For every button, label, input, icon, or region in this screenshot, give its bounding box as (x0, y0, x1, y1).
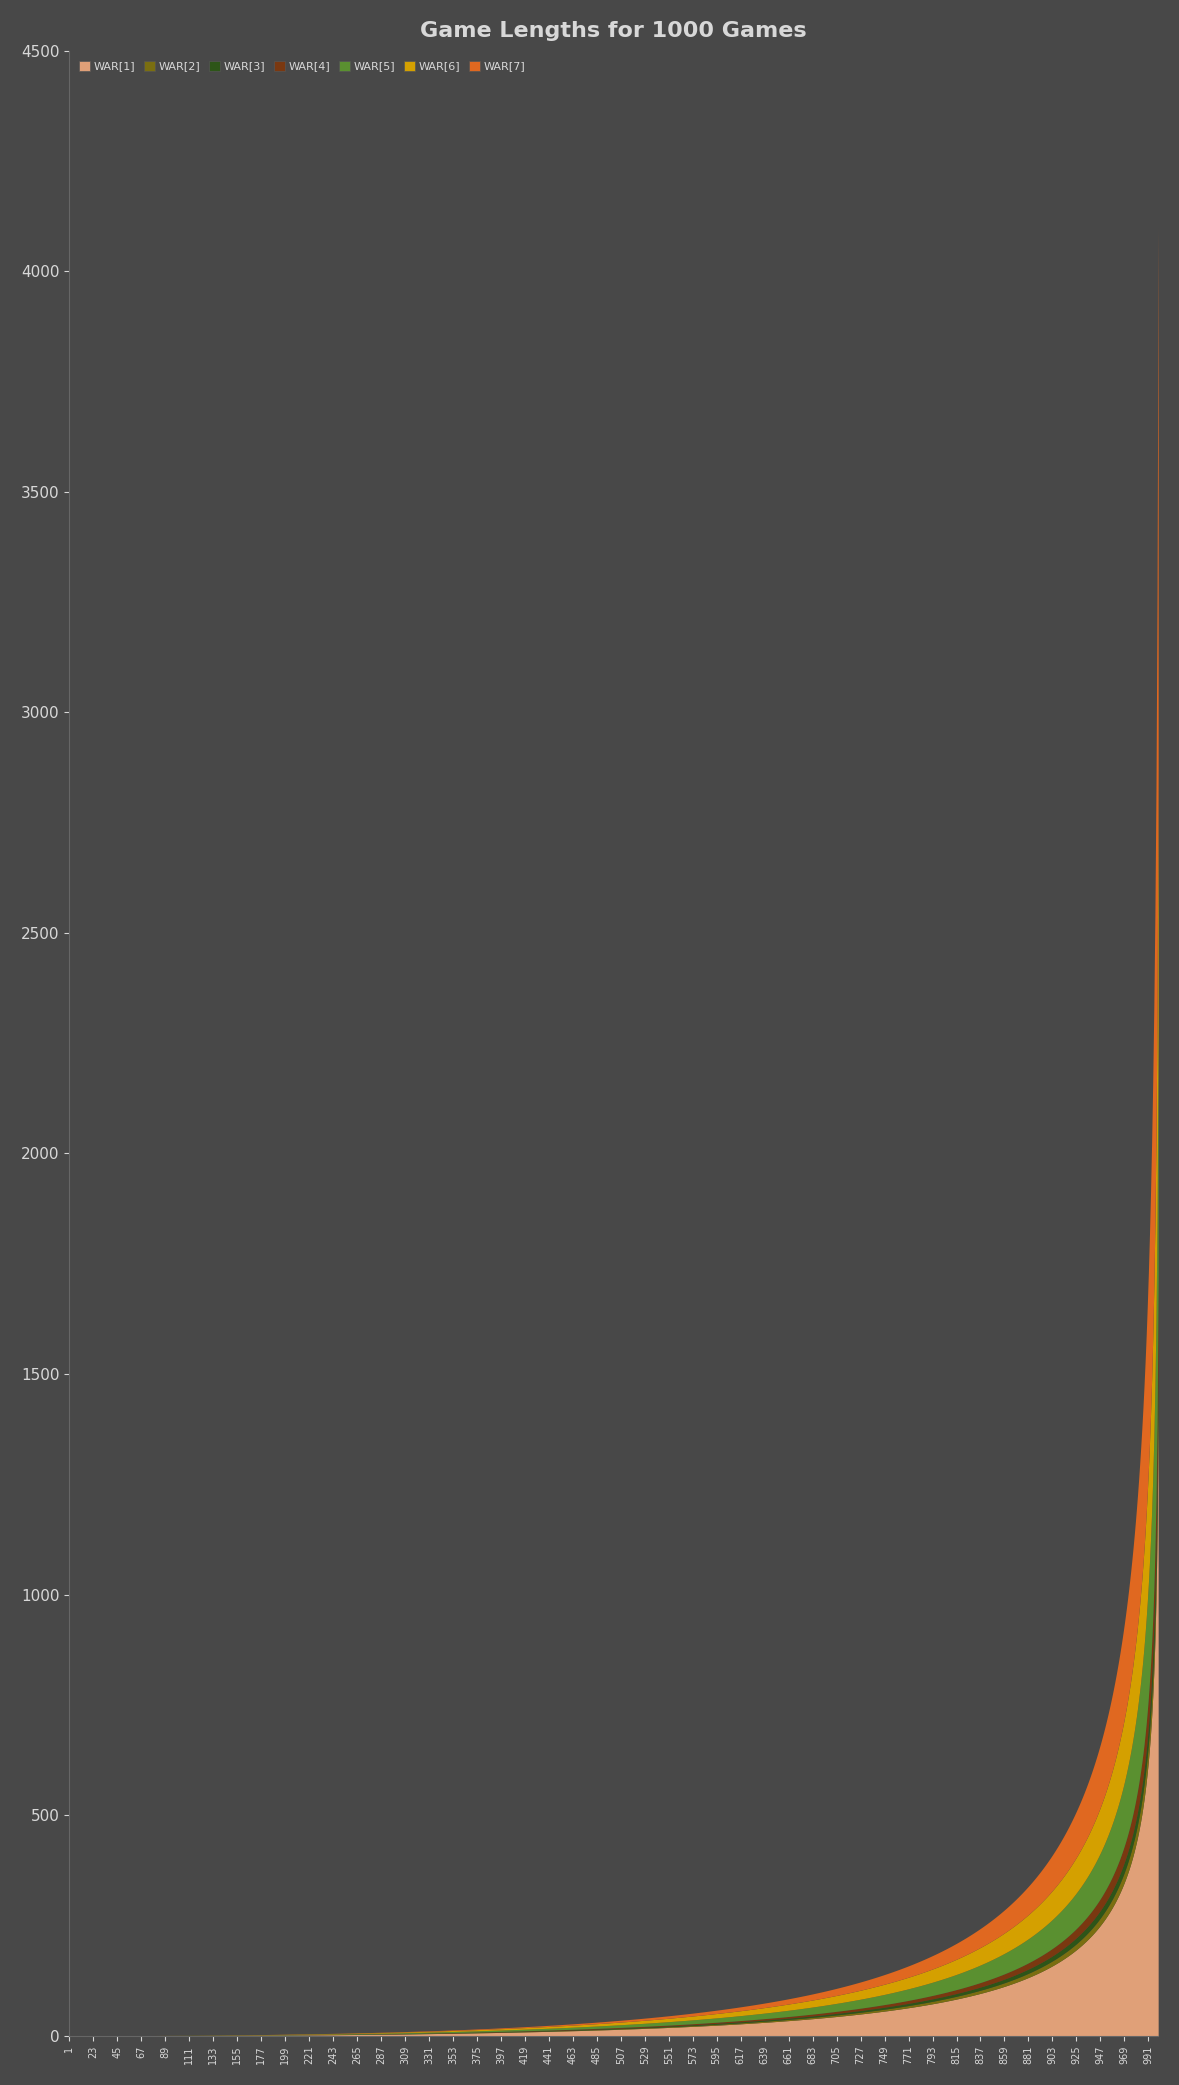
Legend: WAR[1], WAR[2], WAR[3], WAR[4], WAR[5], WAR[6], WAR[7]: WAR[1], WAR[2], WAR[3], WAR[4], WAR[5], … (74, 56, 529, 75)
Title: Game Lengths for 1000 Games: Game Lengths for 1000 Games (421, 21, 806, 42)
